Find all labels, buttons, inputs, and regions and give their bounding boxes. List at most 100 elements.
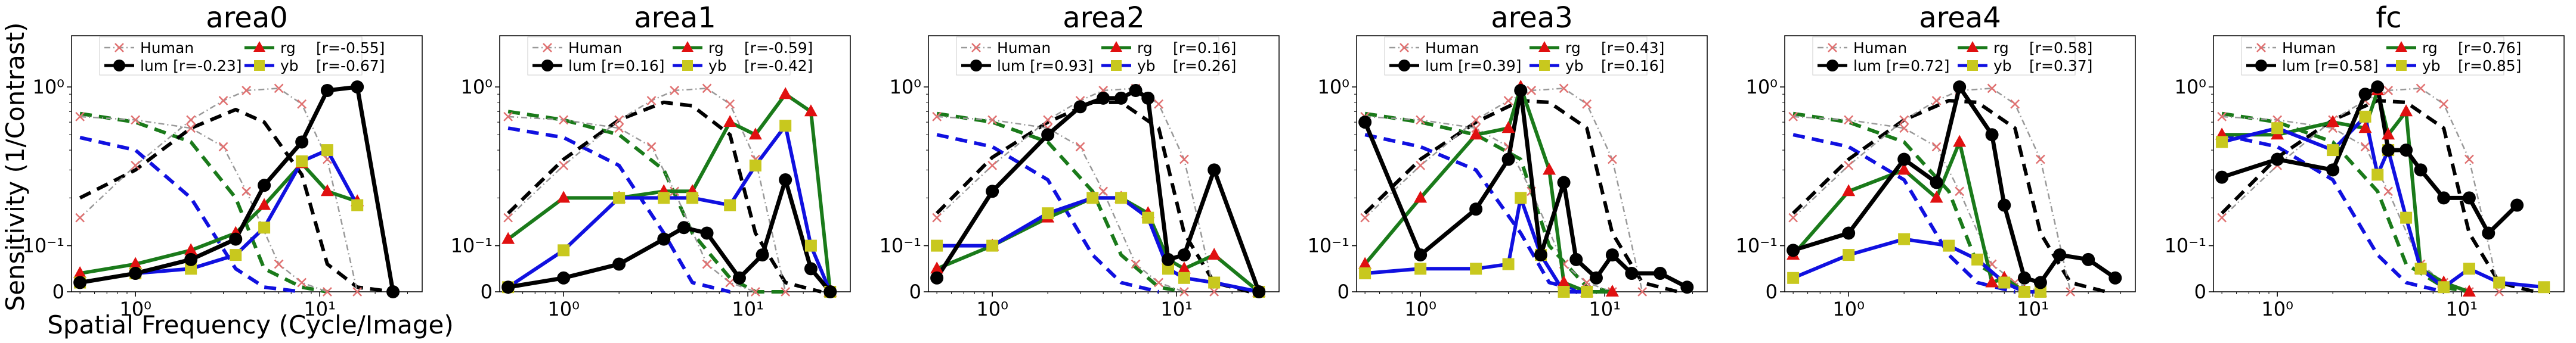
legend-human-label: Human xyxy=(1425,39,1479,57)
legend-yb-marker xyxy=(2396,60,2407,71)
yb-point xyxy=(1359,267,1371,280)
lum-point xyxy=(2215,170,2229,184)
panel-title: area3 xyxy=(1491,1,1573,35)
lum-point xyxy=(1501,152,1515,166)
y-tick-label: 10⁻¹ xyxy=(1308,235,1349,257)
legend-yb-marker xyxy=(254,60,265,71)
yb-point xyxy=(185,263,197,275)
legend-human-label: Human xyxy=(140,39,194,57)
human-point xyxy=(2383,86,2394,95)
yb-point xyxy=(1502,258,1515,270)
yb-point xyxy=(931,239,943,252)
rg-point xyxy=(779,87,792,99)
legend-rg-marker xyxy=(253,41,265,52)
yb-model-curve xyxy=(79,136,302,294)
y-tick-label: 10⁰ xyxy=(1317,76,1349,98)
lum-point xyxy=(1953,80,1967,93)
panel-area2: area2 10⁻¹ 0 10⁰ 10⁰ 10¹ Human rg [r=0.16] lum [r… xyxy=(880,1,1280,320)
legend-human-marker xyxy=(114,43,124,52)
human-point xyxy=(131,161,141,170)
human-point xyxy=(559,161,569,170)
human-point xyxy=(1608,154,1617,164)
legend-rg-r: [r=-0.55] xyxy=(316,39,385,57)
human-point xyxy=(2217,213,2227,223)
rg-point xyxy=(184,243,198,255)
lum-point xyxy=(2482,226,2496,240)
yb-point xyxy=(1898,233,1911,245)
lum-model-curve xyxy=(1792,98,2107,294)
lum-point xyxy=(73,276,87,289)
lum-series-line xyxy=(79,85,395,292)
legend-human-marker xyxy=(543,43,552,52)
legend-yb-r: [r=-0.42] xyxy=(744,57,813,74)
legend-box xyxy=(1812,36,2076,76)
yb-point xyxy=(986,239,999,252)
rg-series-line xyxy=(1791,140,2041,294)
legend-yb-marker xyxy=(1539,60,1550,71)
rg-point xyxy=(2462,285,2476,297)
y-tick-label: 10⁰ xyxy=(2174,76,2206,98)
human-point xyxy=(1471,115,1481,125)
legend-lum-label: lum [r=0.58] xyxy=(2282,57,2379,74)
yb-point xyxy=(2414,263,2427,275)
rg-model-curve xyxy=(936,111,1185,294)
legend-lum-label: lum [r=0.16] xyxy=(568,57,665,74)
rg-point xyxy=(129,257,143,269)
legend-rg-label: rg xyxy=(280,39,296,57)
human-point xyxy=(932,111,942,121)
human-point xyxy=(1931,142,1942,152)
rg-point xyxy=(1208,248,1221,260)
human-point xyxy=(1788,213,1798,223)
yb-point xyxy=(2463,263,2475,275)
legend-rg-r: [r=0.16] xyxy=(1173,39,1236,57)
legend-rg-marker xyxy=(682,41,693,52)
human-point xyxy=(274,259,284,269)
human-point xyxy=(218,96,228,105)
human-point xyxy=(646,142,657,152)
legend-lum-marker xyxy=(970,60,982,71)
legend-box xyxy=(527,36,791,76)
panel-title: area4 xyxy=(1919,1,2001,35)
lum-series-line xyxy=(1792,85,2117,285)
human-point xyxy=(1844,115,1854,125)
legend-lum-marker xyxy=(113,60,125,71)
lum-point xyxy=(2382,144,2395,157)
rg-series-line xyxy=(79,161,358,275)
lum-model-curve xyxy=(2221,98,2535,294)
lum-model-curve xyxy=(79,108,394,294)
rg-point xyxy=(1897,163,1911,175)
y-tick-label: 10⁰ xyxy=(460,76,493,98)
y-tick-label: 0 xyxy=(1766,280,1778,303)
human-point xyxy=(1527,86,1537,95)
legend-yb-r: [r=0.85] xyxy=(2458,57,2521,74)
human-point xyxy=(702,259,712,269)
rg-point xyxy=(1414,191,1428,203)
rg-point xyxy=(557,191,571,203)
yb-point xyxy=(613,192,626,204)
yb-model-curve xyxy=(2221,133,2444,294)
rg-point xyxy=(2358,121,2372,133)
x-tick-label: 10⁰ xyxy=(119,298,151,320)
plot-frame xyxy=(1784,35,2136,292)
x-axis-label: Spatial Frequency (Cycle/Image) xyxy=(47,310,454,339)
legend-rg-label: rg xyxy=(1565,39,1581,57)
human-point xyxy=(614,115,624,125)
human-point xyxy=(702,83,712,93)
y-tick-label: 10⁻¹ xyxy=(23,235,64,257)
human-point xyxy=(1360,213,1370,223)
human-point xyxy=(1416,161,1426,170)
yb-point xyxy=(2400,211,2413,224)
human-point xyxy=(1154,99,1164,109)
yb-point xyxy=(351,199,364,211)
x-tick-label: 10¹ xyxy=(2017,298,2049,320)
human-point xyxy=(2439,99,2449,109)
lum-point xyxy=(2082,252,2095,266)
human-point xyxy=(297,99,307,109)
human-point xyxy=(131,115,141,125)
lum-point xyxy=(320,83,334,97)
lum-point xyxy=(612,257,626,271)
y-tick-label: 0 xyxy=(2194,280,2206,303)
rg-model-curve xyxy=(507,110,786,294)
yb-point xyxy=(230,249,242,261)
legend-rg-marker xyxy=(1538,41,1550,52)
